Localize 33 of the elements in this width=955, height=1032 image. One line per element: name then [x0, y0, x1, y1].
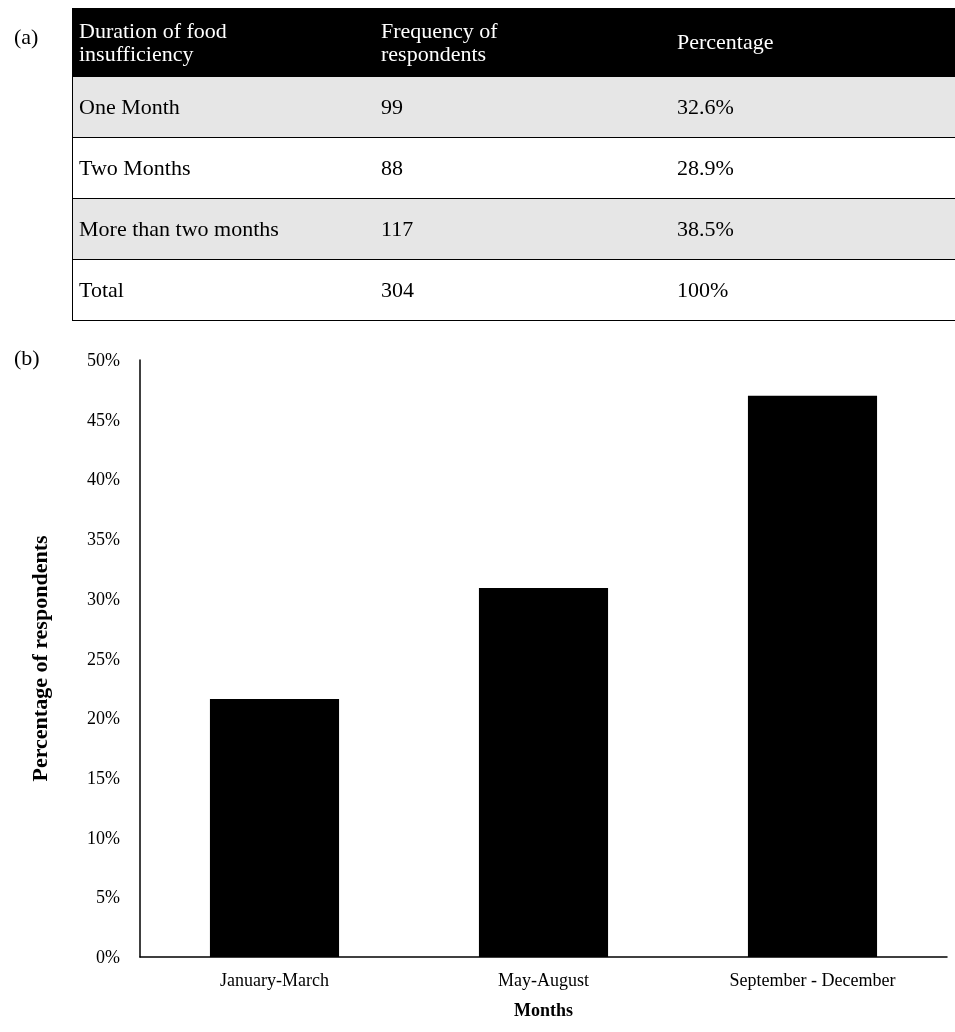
- y-tick-label: 45%: [87, 409, 120, 430]
- text: Percentage: [677, 29, 774, 55]
- text: 32.6%: [677, 94, 734, 120]
- y-tick-label: 30%: [87, 588, 120, 609]
- text: 99: [381, 94, 403, 120]
- text: 100%: [677, 277, 729, 303]
- text: More than two months: [79, 216, 279, 242]
- x-tick-label: January-March: [220, 970, 329, 990]
- x-tick-label: September - December: [729, 970, 896, 990]
- y-tick-label: 15%: [87, 767, 120, 788]
- text: Total: [79, 277, 124, 303]
- y-tick-label: 0%: [96, 947, 120, 967]
- text: 38.5%: [677, 216, 734, 242]
- text: 28.9%: [677, 155, 734, 181]
- text: Two Months: [79, 155, 191, 181]
- chart-title: (b): [14, 345, 40, 371]
- y-tick-label: 20%: [87, 708, 120, 729]
- text: Duration of food insufficiency: [79, 17, 228, 66]
- text: (a): [14, 24, 39, 50]
- y-tick-label: 10%: [87, 827, 120, 848]
- x-tick-label: May-August: [498, 970, 589, 990]
- y-tick-label: 40%: [87, 469, 120, 490]
- text: 117: [381, 216, 414, 242]
- y-tick-label: 50%: [87, 350, 120, 370]
- y-tick-label: 35%: [87, 529, 120, 550]
- text: One Month: [79, 94, 180, 120]
- y-axis-title: Percentage of respondents: [26, 535, 52, 782]
- text: Frequency of respondents: [381, 17, 499, 66]
- x-axis-title: Months: [513, 1000, 574, 1020]
- y-tick-label: 5%: [96, 887, 120, 908]
- text: 88: [381, 155, 403, 181]
- y-tick-label: 25%: [87, 648, 120, 669]
- text: 304: [381, 277, 414, 303]
